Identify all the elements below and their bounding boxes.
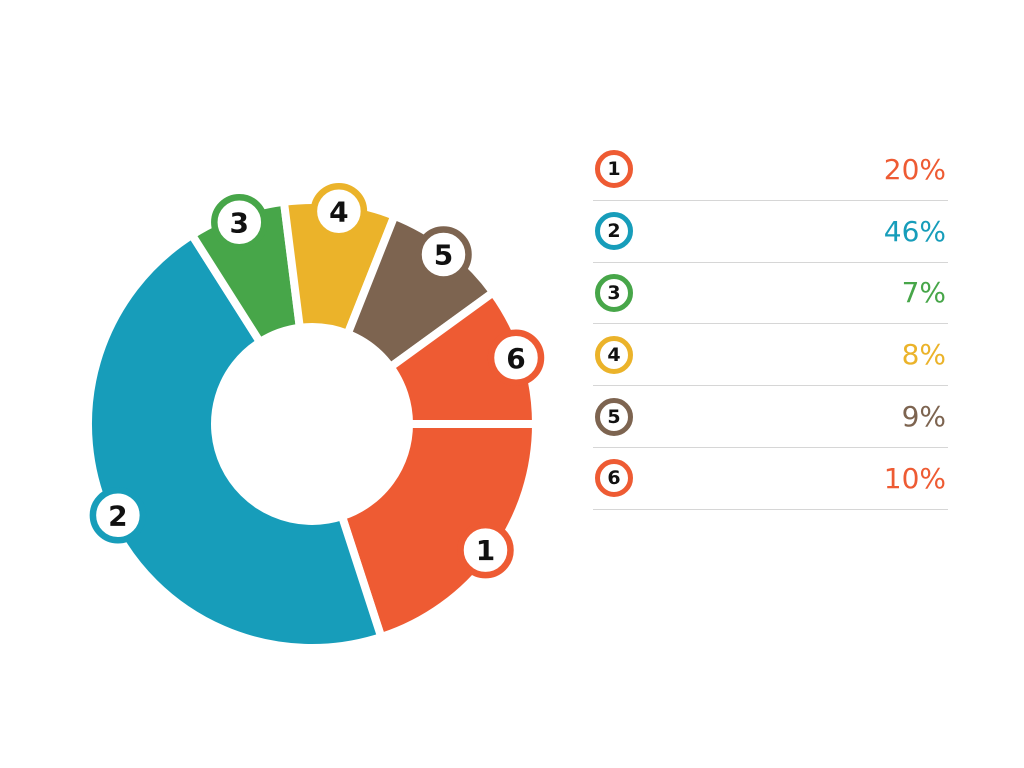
segment-badge-number: 3 [230, 206, 249, 239]
segment-badge-ring [487, 329, 545, 386]
legend-badge-5: 5 [595, 397, 633, 436]
segment-badge-ring [211, 193, 268, 251]
legend-percent-5: 9% [901, 400, 946, 434]
legend-badge-2: 2 [595, 212, 633, 251]
donut-segment-6 [386, 288, 540, 428]
legend-row-3: 3 7% [593, 263, 948, 325]
segment-badge-3: 3 [211, 193, 268, 251]
segment-badge-number: 2 [108, 499, 127, 532]
segment-badge-number: 1 [476, 534, 495, 567]
segment-badge-ring [310, 182, 368, 240]
segment-badge-number: 5 [434, 239, 453, 272]
donut-segment-1 [337, 420, 540, 642]
legend-row-6: 6 10% [593, 448, 948, 510]
legend-row-5: 5 9% [593, 386, 948, 448]
legend-row-1: 1 20% [593, 139, 948, 201]
segment-badge-2: 2 [89, 487, 147, 544]
legend-row-2: 2 46% [593, 201, 948, 263]
legend-percent-6: 10% [883, 461, 946, 495]
segment-badge-ring [457, 521, 514, 579]
legend-badge-6: 6 [595, 459, 633, 498]
segment-badge-6: 6 [487, 329, 545, 386]
segment-badge-4: 4 [310, 182, 368, 240]
donut-segment-2 [83, 230, 386, 652]
legend-percent-2: 46% [883, 214, 946, 248]
segment-badge-1: 1 [457, 521, 514, 579]
legend-badge-1: 1 [595, 150, 633, 189]
segment-badge-number: 6 [506, 342, 525, 375]
legend-badge-4: 4 [595, 335, 633, 374]
segment-badge-number: 4 [329, 195, 348, 228]
legend: 1 20% 2 46% 3 7% 4 8% 5 9% 6 10% [593, 139, 948, 510]
legend-row-4: 4 8% [593, 324, 948, 387]
segment-badge-ring [89, 487, 147, 544]
segment-badge-5: 5 [415, 226, 472, 283]
legend-percent-3: 7% [901, 276, 946, 310]
legend-percent-4: 8% [901, 338, 946, 372]
segment-badge-ring [415, 226, 472, 283]
legend-badge-3: 3 [595, 273, 633, 312]
legend-percent-1: 20% [883, 152, 946, 186]
